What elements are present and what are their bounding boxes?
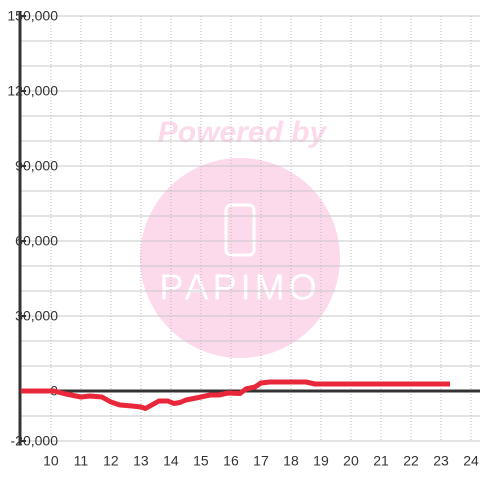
x-tick-label: 15 (193, 453, 209, 469)
x-tick-label: 14 (163, 453, 179, 469)
watermark: Powered by PAPIMO (140, 116, 340, 358)
grid: 101112131415161718192021222324-20,000030… (7, 8, 480, 469)
x-tick-label: 16 (223, 453, 239, 469)
watermark-logo: PAPIMO (159, 267, 320, 308)
x-tick-label: 12 (103, 453, 119, 469)
x-tick-label: 17 (253, 453, 269, 469)
y-tick-label: 60,000 (15, 233, 58, 249)
watermark-phone (224, 203, 256, 257)
y-tick-label: -20,000 (11, 433, 59, 449)
x-tick-label: 13 (133, 453, 149, 469)
line-series (20, 379, 450, 411)
x-tick-label: 20 (343, 453, 359, 469)
x-tick-label: 18 (283, 453, 299, 469)
x-tick-label: 10 (43, 453, 59, 469)
x-tick-label: 23 (433, 453, 449, 469)
watermark-circle (140, 158, 340, 358)
x-tick-label: 22 (403, 453, 419, 469)
watermark-text: Powered by (158, 116, 328, 149)
y-tick-label: 90,000 (15, 158, 58, 174)
y-tick-label: 120,000 (7, 83, 58, 99)
plot (20, 379, 450, 411)
x-tick-label: 11 (74, 453, 89, 469)
x-tick-label: 24 (463, 453, 479, 469)
x-tick-label: 21 (373, 453, 389, 469)
y-tick-label: 150,000 (7, 8, 58, 24)
y-tick-label: 30,000 (15, 308, 58, 324)
x-tick-label: 19 (313, 453, 329, 469)
